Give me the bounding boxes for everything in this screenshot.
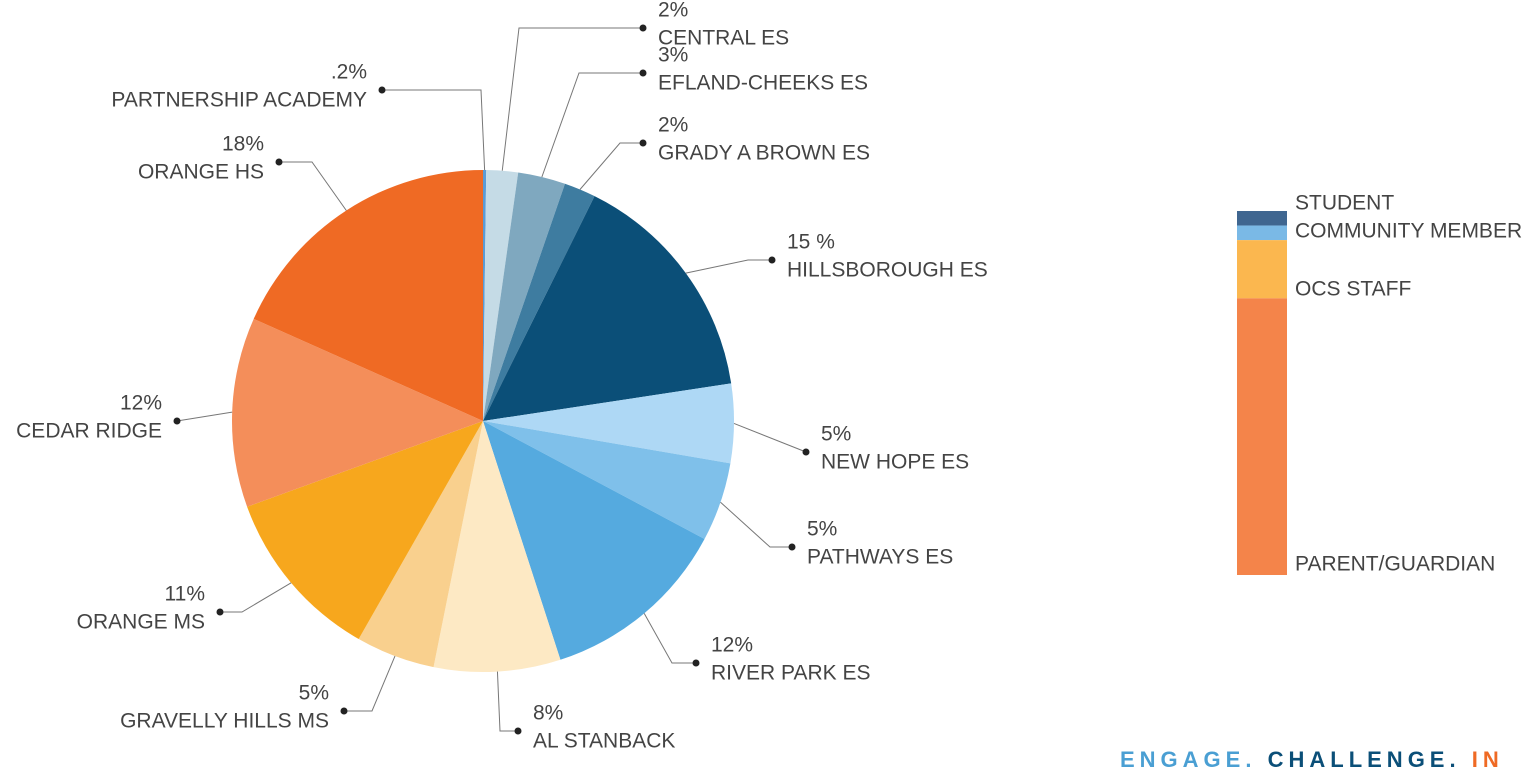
slice-value-label: 15 % (787, 231, 835, 254)
slice-label: PATHWAYS ES (807, 546, 953, 569)
pie-slice (247, 421, 483, 640)
pie-slice (483, 170, 487, 421)
leader-line (541, 72, 643, 178)
slice-value-label: 3% (658, 44, 688, 67)
slice-label: RIVER PARK ES (711, 662, 871, 685)
segment-label: OCS STAFF (1295, 278, 1411, 301)
pie-slice (483, 196, 732, 421)
slice-label: NEW HOPE ES (821, 451, 969, 474)
slice-value-label: 12% (120, 392, 162, 415)
pie-slice (483, 172, 565, 421)
leader-line (579, 142, 643, 190)
slice-label: GRAVELLY HILLS MS (120, 710, 329, 733)
slice-label: ORANGE MS (77, 611, 205, 634)
leader-dot (340, 707, 348, 715)
bar-segment (1237, 240, 1287, 299)
slice-label: GRADY A BROWN ES (658, 142, 870, 165)
leader-dot (639, 139, 647, 147)
slice-value-label: 2% (658, 114, 688, 137)
leader-line (733, 422, 807, 453)
pie-slice (483, 170, 519, 421)
leader-dot (768, 256, 776, 264)
pie-slice (433, 421, 561, 672)
leader-line (176, 411, 233, 422)
pie-slice (253, 170, 483, 421)
pie-slice (483, 383, 734, 464)
segment-label: STUDENT (1295, 192, 1394, 215)
slice-label: HILLSBOROUGH ES (787, 259, 988, 282)
slice-label: EFLAND-CHEEKS ES (658, 72, 868, 95)
pie-slice (232, 318, 483, 507)
slice-value-label: 11% (165, 583, 205, 606)
slice-value-label: 8% (533, 702, 563, 725)
footer-tagline: ENGAGE. CHALLENGE. IN (1120, 747, 1504, 770)
slice-value-label: 5% (807, 518, 837, 541)
leader-line (720, 501, 792, 548)
slice-label: PARTNERSHIP ACADEMY (111, 89, 367, 112)
bar-segment (1237, 211, 1287, 226)
bar-segment (1237, 225, 1287, 241)
segment-label: PARENT/GUARDIAN (1295, 553, 1495, 576)
footer-word: IN (1472, 747, 1504, 770)
slice-label: ORANGE HS (138, 161, 264, 184)
leader-dot (514, 727, 522, 735)
leader-dot (378, 86, 386, 94)
pie-slice (483, 421, 731, 540)
segment-label: COMMUNITY MEMBER (1295, 220, 1522, 243)
slice-value-label: 18% (222, 133, 264, 156)
slice-label: CENTRAL ES (658, 27, 789, 50)
leader-dot (216, 608, 224, 616)
slice-value-label: .2% (331, 61, 367, 84)
slice-label: AL STANBACK (533, 730, 675, 753)
leader-dot (275, 158, 283, 166)
leader-dot (788, 543, 796, 551)
leader-line (220, 582, 292, 613)
pie-slice (483, 183, 595, 421)
footer-word: CHALLENGE. (1268, 747, 1461, 770)
slice-value-label: 5% (821, 423, 851, 446)
leader-dot (692, 659, 700, 667)
footer-word: ENGAGE. (1120, 747, 1256, 770)
bar-segment (1237, 298, 1287, 575)
slice-label: CEDAR RIDGE (16, 420, 162, 443)
pie-slice (358, 421, 483, 668)
leader-dot (802, 448, 810, 456)
pie-slice (483, 421, 705, 660)
leader-dot (173, 417, 181, 425)
leader-line (496, 671, 518, 732)
slice-value-label: 2% (658, 0, 688, 22)
slice-value-label: 5% (299, 682, 329, 705)
slice-value-label: 12% (711, 634, 753, 657)
leader-line (501, 27, 643, 171)
leader-line (685, 259, 772, 274)
leader-line (382, 89, 486, 171)
leader-dot (639, 69, 647, 77)
leader-line (279, 161, 347, 211)
leader-line (344, 655, 396, 712)
leader-dot (639, 24, 647, 32)
leader-line (643, 613, 696, 664)
